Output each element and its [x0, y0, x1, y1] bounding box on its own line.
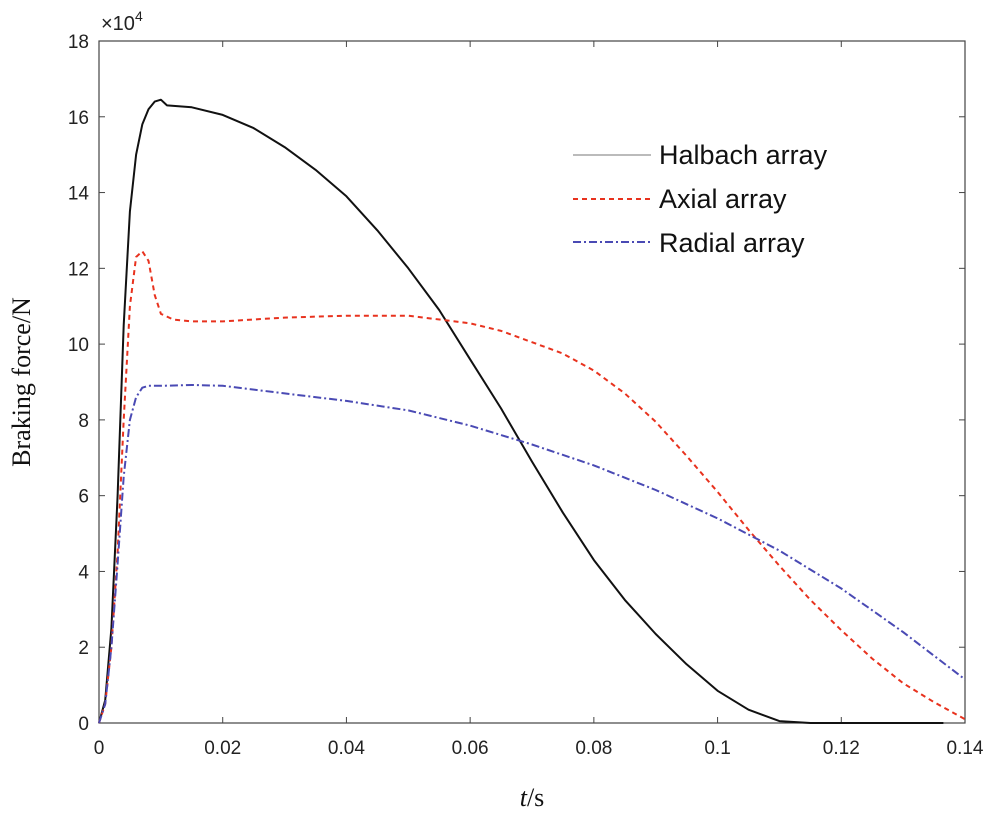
legend-label-radial: Radial array [659, 228, 805, 258]
y-tick-label: 0 [78, 714, 89, 735]
x-axis-ticks: 0 0.02 0.04 0.06 0.08 0.1 0.12 0.14 [94, 41, 984, 759]
x-tick-label: 0.14 [947, 738, 984, 759]
series-layer [98, 98, 966, 724]
y-tick-label: 10 [68, 335, 89, 356]
legend-label-halbach: Halbach array [659, 140, 828, 170]
y-tick-label: 2 [78, 638, 89, 659]
y-axis-title: Braking force/N [7, 297, 36, 467]
y-tick-label: 8 [78, 411, 89, 432]
series-line-halbach [98, 98, 944, 724]
series-line-radial [98, 384, 966, 724]
series-line-axial [98, 250, 966, 724]
y-tick-label: 12 [68, 259, 89, 280]
x-tick-label: 0 [94, 738, 105, 759]
y-axis-ticks: 0 2 4 6 8 10 12 14 16 18 [68, 32, 965, 735]
x-tick-label: 0.12 [823, 738, 860, 759]
legend: Halbach array Axial array Radial array [573, 140, 828, 258]
x-tick-label: 0.08 [575, 738, 612, 759]
x-tick-label: 0.02 [204, 738, 241, 759]
x-tick-label: 0.04 [328, 738, 365, 759]
y-tick-label: 18 [68, 32, 89, 53]
y-tick-label: 16 [68, 108, 89, 129]
x-tick-label: 0.1 [704, 738, 730, 759]
x-axis-title: t/s [520, 783, 545, 812]
y-tick-label: 4 [78, 562, 89, 583]
legend-label-axial: Axial array [659, 184, 787, 214]
y-tick-label: 6 [78, 487, 89, 508]
plot-area [98, 40, 966, 724]
y-exponent-label: ×104 [101, 8, 143, 35]
x-tick-label: 0.06 [452, 738, 489, 759]
y-tick-label: 14 [68, 184, 90, 205]
